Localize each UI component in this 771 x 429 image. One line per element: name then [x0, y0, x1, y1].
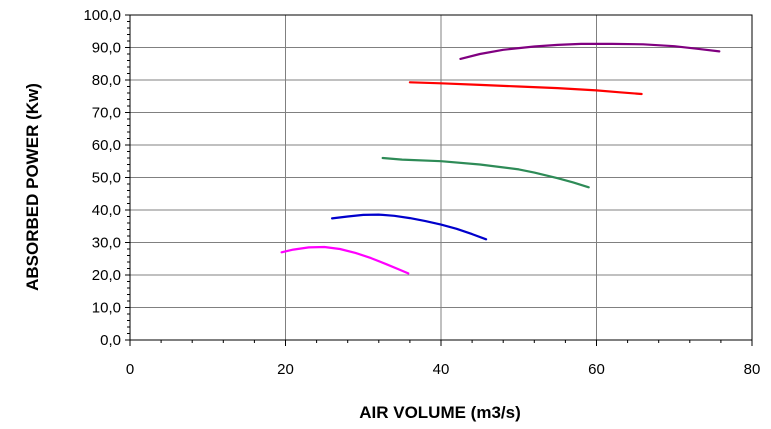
y-tick-label: 0,0	[100, 332, 121, 349]
y-axis-title: ABSORBED POWER (Kw)	[23, 83, 42, 291]
x-axis-title: AIR VOLUME (m3/s)	[359, 403, 521, 422]
series-line-3	[381, 156, 590, 189]
x-tick-label: 60	[588, 361, 605, 378]
y-tick-label: 30,0	[92, 235, 121, 252]
y-tick-label: 60,0	[92, 137, 121, 154]
y-tick-label: 100,0	[83, 7, 121, 24]
axes: 0,0 10,0 20,0 30,0 40,0 50,0 60,0 70,0 80,0 90,0 1…	[83, 7, 760, 378]
x-tick-label: 40	[433, 361, 450, 378]
x-tick-label: 0	[126, 361, 134, 378]
series-line-1	[280, 245, 410, 275]
series-line-5	[459, 42, 721, 61]
y-tick-label: 70,0	[92, 105, 121, 122]
y-tick-label: 50,0	[92, 170, 121, 187]
x-tick-label: 80	[744, 361, 761, 378]
series-line-2	[331, 213, 488, 241]
y-tick-label: 40,0	[92, 202, 121, 219]
y-tick-label: 20,0	[92, 267, 121, 284]
y-tick-label: 80,0	[92, 72, 121, 89]
series-lines	[280, 42, 721, 275]
grid-lines	[130, 14, 752, 340]
y-tick-label: 90,0	[92, 40, 121, 57]
series-line-4	[408, 81, 643, 96]
y-tick-label: 10,0	[92, 300, 121, 317]
x-tick-label: 20	[277, 361, 294, 378]
